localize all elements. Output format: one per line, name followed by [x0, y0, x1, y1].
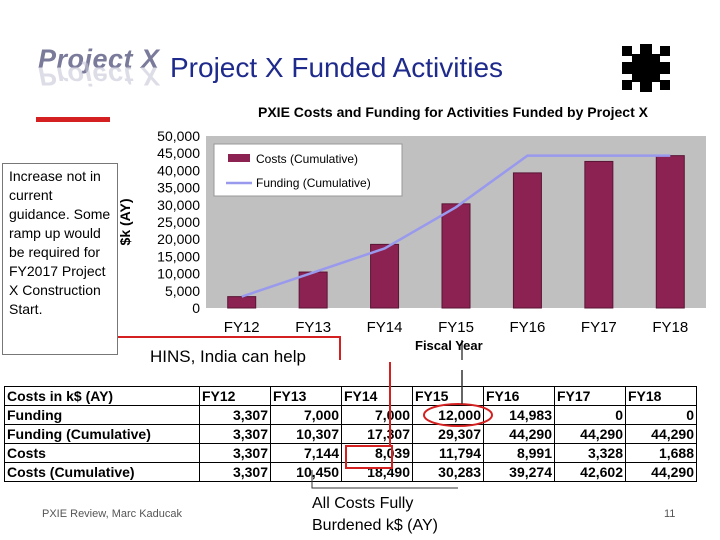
page-number: 11 [664, 508, 676, 520]
table-row: Funding 3,307 7,000 7,000 12,000 14,983 … [4, 405, 697, 425]
hins-note: HINS, India can help [150, 347, 306, 366]
y-tick-label: 45,000 [157, 145, 200, 161]
table-cell: 14,983 [483, 405, 555, 425]
table-cell: 44,290 [483, 424, 555, 444]
x-tick-label: FY18 [652, 319, 688, 336]
table-cell: 18,490 [341, 462, 413, 482]
cost-bar [584, 160, 614, 309]
table-cell: Funding (Cumulative) [4, 424, 200, 444]
table-header-cell: FY17 [554, 386, 626, 406]
y-axis-label: $k (AY) [117, 199, 133, 246]
cost-bar [512, 172, 542, 309]
table-row: Costs (Cumulative) 3,307 10,450 18,490 3… [4, 462, 697, 482]
y-tick-label: 0 [192, 300, 200, 316]
y-tick-label: 5,000 [165, 283, 200, 299]
table-header-cell: Costs in k$ (AY) [4, 386, 200, 406]
x-tick-label: FY12 [224, 319, 260, 336]
y-tick-label: 50,000 [157, 128, 200, 144]
table-cell: 44,290 [625, 424, 697, 444]
project-x-logo: Project X [38, 44, 160, 74]
table-header-cell: FY12 [199, 386, 271, 406]
table-cell: 42,602 [554, 462, 626, 482]
table-cell: 0 [625, 405, 697, 425]
table-header-cell: FY13 [270, 386, 342, 406]
y-tick-label: 30,000 [157, 197, 200, 213]
lab-logo-icon [622, 44, 670, 92]
table-cell: 3,307 [199, 443, 271, 463]
footer-note-line: Burdened k$ (AY) [312, 517, 438, 534]
table-cell: 3,307 [199, 462, 271, 482]
cost-bar [441, 203, 471, 309]
legend-box [213, 143, 403, 197]
annotation-connector [118, 336, 383, 360]
x-axis-label: Fiscal Year [415, 338, 483, 353]
legend-swatch-costs [228, 154, 250, 162]
table-cell: 44,290 [625, 462, 697, 482]
legend-label-funding: Funding (Cumulative) [256, 176, 371, 190]
y-tick-label: 35,000 [157, 180, 200, 196]
table-header-cell: FY15 [412, 386, 484, 406]
table-cell: 12,000 [412, 405, 484, 425]
table-cell: 29,307 [412, 424, 484, 444]
table-cell: Costs [4, 443, 200, 463]
table-cell: 10,450 [270, 462, 342, 482]
annotation-lines [118, 336, 463, 360]
table-cell: 30,283 [412, 462, 484, 482]
chart-title: PXIE Costs and Funding for Activities Fu… [258, 104, 648, 120]
table-cell: 7,000 [270, 405, 342, 425]
x-tick-label: FY15 [438, 319, 474, 336]
x-tick-label: FY16 [509, 319, 545, 336]
footer-note-line: All Costs Fully [312, 495, 414, 512]
legend-label-costs: Costs (Cumulative) [256, 152, 358, 166]
table-row: Costs 3,307 7,144 8,039 11,794 8,991 3,3… [4, 443, 697, 463]
cost-bar [370, 243, 400, 309]
table-row: Funding (Cumulative) 3,307 10,307 17,307… [4, 424, 697, 444]
table-cell: 10,307 [270, 424, 342, 444]
y-tick-label: 15,000 [157, 248, 200, 264]
note-text: Increase not in current guidance. Some r… [9, 168, 111, 317]
y-tick-label: 10,000 [157, 266, 200, 282]
table-cell: 39,274 [483, 462, 555, 482]
y-tick-label: 20,000 [157, 231, 200, 247]
table-cell: 8,039 [341, 443, 413, 463]
y-tick-label: 40,000 [157, 162, 200, 178]
x-tick-label: FY14 [367, 319, 403, 336]
table-cell: 3,328 [554, 443, 626, 463]
footer-author: PXIE Review, Marc Kaducak [42, 508, 183, 520]
table-cell: 17,307 [341, 424, 413, 444]
table-header-cell: FY18 [625, 386, 697, 406]
accent-bar [36, 117, 110, 122]
table-cell: 3,307 [199, 405, 271, 425]
table-cell: 7,000 [341, 405, 413, 425]
table-cell: 8,991 [483, 443, 555, 463]
project-x-logo-reflection: Project X [38, 61, 160, 91]
funding-line [241, 154, 671, 298]
table-cell: Costs (Cumulative) [4, 462, 200, 482]
slide-title: Project X Funded Activities [170, 52, 504, 83]
table-cell: 0 [554, 405, 626, 425]
x-tick-label: FY13 [295, 319, 331, 336]
footer-note: All Costs Fully Burdened k$ (AY) [312, 493, 438, 537]
cost-bar [298, 271, 328, 309]
y-tick-label: 25,000 [157, 214, 200, 230]
table-header-cell: FY14 [341, 386, 413, 406]
table-header-cell: FY16 [483, 386, 555, 406]
table-cell: 1,688 [625, 443, 697, 463]
y-axis-label-group: $k (AY) [117, 199, 133, 246]
cost-bar [227, 296, 257, 309]
table-cell: Funding [4, 405, 200, 425]
table-cell: 11,794 [412, 443, 484, 463]
cost-bar [655, 155, 685, 309]
table-cell: 3,307 [199, 424, 271, 444]
table-cell: 7,144 [270, 443, 342, 463]
table-header-row: Costs in k$ (AY) FY12 FY13 FY14 FY15 FY1… [4, 386, 697, 406]
table-cell: 44,290 [554, 424, 626, 444]
x-tick-label: FY17 [581, 319, 617, 336]
costs-table: Costs in k$ (AY) FY12 FY13 FY14 FY15 FY1… [4, 386, 697, 482]
note-box: Increase not in current guidance. Some r… [2, 163, 118, 355]
